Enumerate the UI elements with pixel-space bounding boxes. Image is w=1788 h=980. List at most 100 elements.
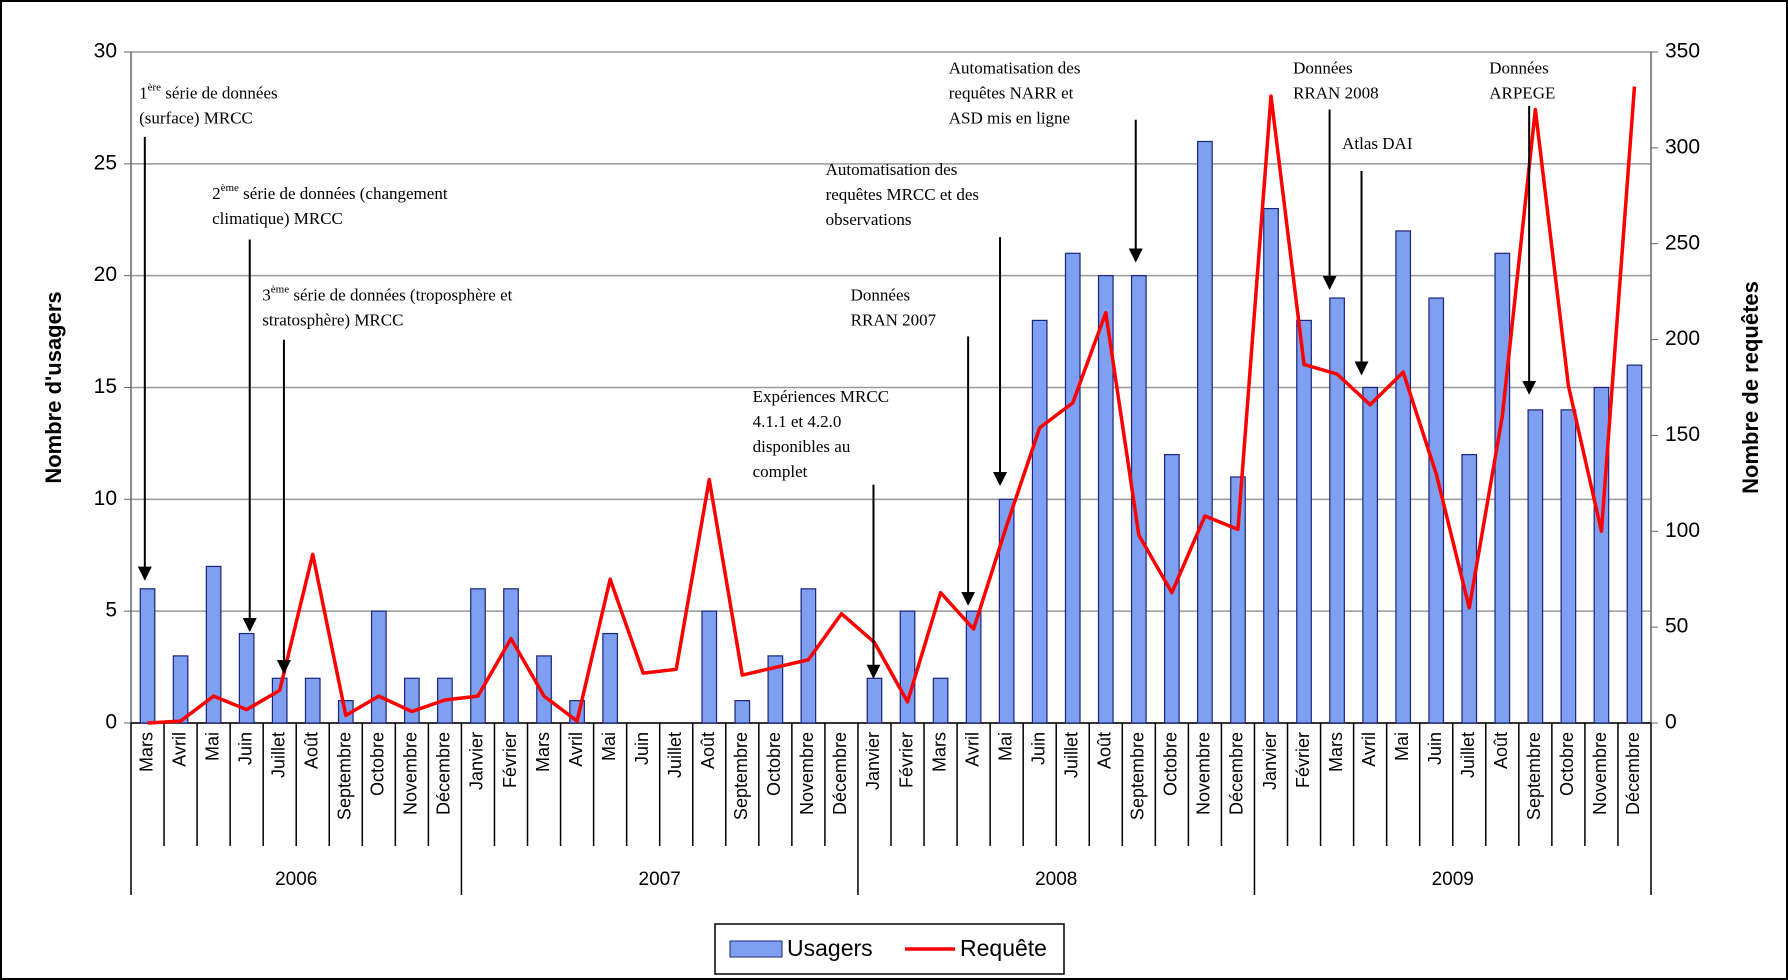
x-tick-label: Juillet (268, 732, 288, 778)
bar (1263, 207, 1279, 724)
x-tick-label: Décembre (1227, 732, 1247, 815)
bar (404, 677, 420, 724)
x-tick-label: Mars (1326, 732, 1346, 772)
annotation-text: ARPEGE (1489, 84, 1555, 103)
x-tick-label: Août (698, 732, 718, 769)
bar (1197, 140, 1213, 724)
y2-tick-label: 150 (1665, 423, 1700, 446)
annotation: Données (1293, 58, 1352, 77)
bar (370, 610, 387, 724)
annotation: 1ère série de données (139, 81, 278, 102)
bar (965, 610, 982, 724)
y-tick-label: 20 (94, 263, 117, 286)
annotation-number: 3 (262, 285, 271, 304)
annotation: disponibles au (753, 437, 851, 456)
annotation-text: série de données (changement (239, 184, 448, 203)
bar (1097, 275, 1114, 724)
annotation-text: RRAN 2007 (851, 310, 937, 329)
legend-swatch (729, 940, 783, 958)
bar (998, 498, 1015, 724)
x-tick-label: Mars (533, 732, 553, 772)
x-tick-label: Mars (136, 732, 156, 772)
bar (503, 588, 519, 724)
y-tick-label: 30 (94, 40, 117, 63)
annotation: 2ème série de données (changement (212, 182, 448, 203)
annotation: Atlas DAI (1342, 134, 1413, 153)
x-tick-label: Décembre (1623, 732, 1643, 815)
x-tick-label: Février (1293, 732, 1313, 788)
x-tick-label: Octobre (764, 732, 784, 796)
annotation-number: 1 (139, 84, 148, 103)
legend-label: Requête (960, 935, 1047, 961)
bar (172, 655, 189, 724)
bar (1527, 409, 1544, 724)
x-tick-label: Avril (169, 732, 189, 767)
x-tick-label: Décembre (434, 732, 454, 815)
y2-tick-label: 250 (1665, 231, 1700, 254)
bar (602, 632, 618, 724)
x-tick-label: Février (896, 732, 916, 788)
annotation-sup: ère (148, 81, 162, 93)
annotation-text: RRAN 2008 (1293, 84, 1378, 103)
bar (767, 655, 784, 724)
x-tick-label: Octobre (368, 732, 388, 796)
annotation: observations (826, 210, 912, 229)
annotation: 4.1.1 et 4.2.0 (753, 412, 842, 431)
group-label: 2006 (275, 869, 317, 890)
bar (1362, 386, 1378, 724)
annotation-text: Données (851, 285, 910, 304)
x-tick-label: Janvier (467, 732, 487, 790)
x-tick-label: Juin (235, 732, 255, 765)
annotation-text: complet (753, 462, 808, 481)
annotation: Expériences MRCC (753, 387, 889, 406)
y-tick-label: 25 (94, 151, 117, 174)
x-tick-label: Janvier (863, 732, 883, 790)
group-label: 2007 (639, 869, 681, 890)
x-tick-label: Mai (995, 732, 1015, 761)
bar (1494, 252, 1511, 724)
annotation: complet (753, 462, 808, 481)
y-tick-label: 10 (94, 487, 117, 510)
y-tick-label: 5 (105, 599, 117, 622)
legend-label: Usagers (787, 935, 873, 961)
y-axis-title: Nombre d'usagers (41, 291, 66, 483)
bar (701, 610, 718, 724)
bar (205, 565, 222, 724)
annotation-text: Atlas DAI (1342, 134, 1413, 153)
annotation-text: série de données (troposphère et (289, 285, 513, 304)
group-label: 2008 (1035, 869, 1077, 890)
x-tick-label: Novembre (797, 732, 817, 815)
y2-tick-label: 350 (1665, 40, 1700, 63)
bar (800, 588, 817, 724)
x-tick-label: Septembre (1524, 732, 1544, 820)
bar (1230, 476, 1246, 724)
annotation-text: climatique) MRCC (212, 209, 343, 228)
annotation-text: Expériences MRCC (753, 387, 889, 406)
x-tick-label: Août (1095, 732, 1115, 769)
x-tick-label: Mars (929, 732, 949, 772)
annotation: climatique) MRCC (212, 209, 343, 228)
annotation: 3ème série de données (troposphère et (262, 283, 512, 304)
annotation-text: Données (1489, 58, 1548, 77)
annotation: (surface) MRCC (139, 109, 253, 128)
annotation-text: Données (1293, 58, 1352, 77)
x-tick-label: Décembre (830, 732, 850, 815)
x-tick-label: Avril (566, 732, 586, 767)
x-tick-label: Septembre (731, 732, 751, 820)
annotation-text: observations (826, 210, 912, 229)
annotation: Automatisation des (826, 160, 958, 179)
bar (866, 677, 883, 724)
x-tick-label: Juin (632, 732, 652, 765)
y-tick-label: 15 (94, 375, 117, 398)
annotation: Automatisation des (949, 58, 1081, 77)
x-tick-label: Mai (202, 732, 222, 761)
x-tick-label: Septembre (335, 732, 355, 820)
line (147, 86, 1637, 725)
annotation-text: (surface) MRCC (139, 109, 253, 128)
bar (536, 655, 552, 724)
x-tick-label: Mai (1392, 732, 1412, 761)
bar (238, 632, 255, 724)
x-tick-label: Juin (1028, 732, 1048, 765)
x-tick-label: Juillet (1458, 732, 1478, 778)
x-tick-label: Juillet (1061, 732, 1081, 778)
